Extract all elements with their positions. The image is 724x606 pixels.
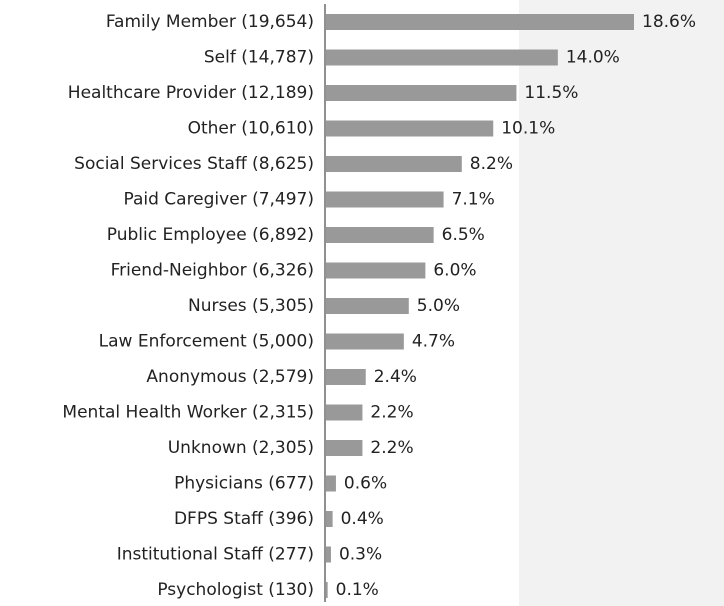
bar	[326, 262, 426, 279]
background-panel	[519, 0, 724, 606]
bar	[326, 14, 634, 30]
category-label: Friend-Neighbor (6,326)	[111, 261, 314, 281]
bar	[326, 120, 494, 137]
bar	[326, 475, 336, 492]
category-label: Self (14,787)	[204, 48, 314, 68]
value-label: 0.4%	[341, 509, 384, 529]
bar	[326, 404, 363, 421]
category-label: Other (10,610)	[188, 119, 314, 139]
category-label: Mental Health Worker (2,315)	[62, 403, 314, 423]
value-label: 6.5%	[442, 225, 485, 245]
value-label: 4.7%	[412, 332, 455, 352]
value-label: 10.1%	[501, 119, 555, 139]
value-label: 2.2%	[370, 438, 413, 458]
category-label: Family Member (19,654)	[106, 12, 314, 32]
category-label: Law Enforcement (5,000)	[99, 332, 314, 352]
bar	[326, 546, 331, 563]
value-label: 14.0%	[566, 48, 620, 68]
bar	[326, 85, 517, 101]
category-label: DFPS Staff (396)	[174, 509, 314, 529]
bar	[326, 227, 434, 243]
bar	[326, 440, 363, 456]
category-label: Physicians (677)	[174, 474, 314, 494]
bar	[326, 298, 409, 314]
category-label: Nurses (5,305)	[188, 296, 314, 316]
value-label: 0.1%	[336, 580, 379, 600]
value-label: 7.1%	[452, 190, 495, 210]
value-label: 6.0%	[433, 261, 476, 281]
category-label: Anonymous (2,579)	[146, 367, 314, 387]
value-label: 11.5%	[524, 83, 578, 103]
value-label: 2.2%	[370, 403, 413, 423]
bar	[326, 156, 462, 172]
bar	[326, 333, 404, 350]
bar	[326, 49, 558, 66]
category-label: Healthcare Provider (12,189)	[68, 83, 314, 103]
category-label: Social Services Staff (8,625)	[74, 154, 314, 174]
value-label: 0.6%	[344, 474, 387, 494]
bar	[326, 369, 366, 385]
bar	[326, 511, 333, 527]
value-label: 2.4%	[374, 367, 417, 387]
category-label: Institutional Staff (277)	[117, 545, 314, 565]
category-label: Paid Caregiver (7,497)	[123, 190, 314, 210]
category-label: Psychologist (130)	[157, 580, 314, 600]
bar	[326, 582, 328, 598]
value-label: 18.6%	[642, 12, 696, 32]
category-label: Unknown (2,305)	[168, 438, 314, 458]
value-label: 0.3%	[339, 545, 382, 565]
value-label: 8.2%	[470, 154, 513, 174]
bar	[326, 191, 444, 208]
category-label: Public Employee (6,892)	[107, 225, 314, 245]
value-label: 5.0%	[417, 296, 460, 316]
